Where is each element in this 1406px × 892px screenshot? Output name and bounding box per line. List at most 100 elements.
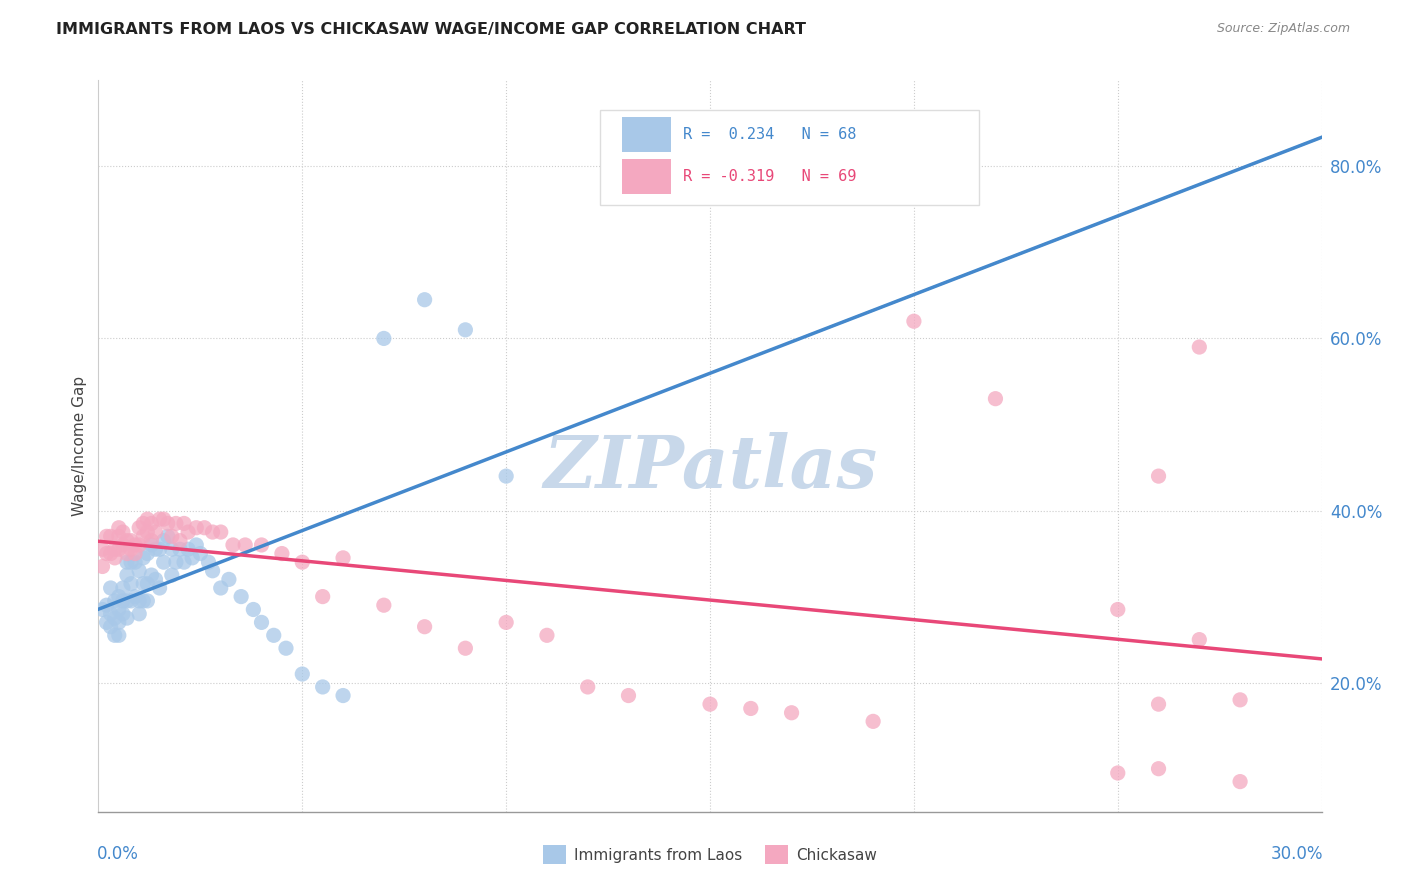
Point bbox=[149, 581, 172, 595]
Point bbox=[104, 594, 127, 608]
Point bbox=[263, 628, 285, 642]
Point bbox=[128, 521, 150, 535]
Point bbox=[233, 538, 256, 552]
Point bbox=[193, 521, 215, 535]
Point bbox=[136, 512, 159, 526]
Point bbox=[169, 533, 191, 548]
Point bbox=[108, 590, 131, 604]
Point bbox=[124, 547, 146, 561]
Point bbox=[1188, 632, 1211, 647]
Point bbox=[108, 529, 131, 543]
Point bbox=[165, 516, 187, 531]
Point bbox=[120, 555, 142, 569]
Point bbox=[242, 602, 264, 616]
Point bbox=[903, 314, 925, 328]
Point bbox=[132, 516, 155, 531]
Point bbox=[152, 533, 174, 548]
Point bbox=[91, 559, 114, 574]
Text: R = -0.319   N = 69: R = -0.319 N = 69 bbox=[683, 169, 856, 184]
Point bbox=[160, 568, 183, 582]
Point bbox=[222, 538, 245, 552]
Point bbox=[96, 547, 118, 561]
Point bbox=[699, 697, 721, 711]
Point bbox=[108, 521, 131, 535]
Point bbox=[115, 555, 138, 569]
FancyBboxPatch shape bbox=[600, 110, 979, 204]
Point bbox=[152, 512, 174, 526]
Point bbox=[536, 628, 558, 642]
Point bbox=[100, 547, 122, 561]
Point bbox=[141, 533, 163, 548]
Point bbox=[141, 538, 163, 552]
Point bbox=[145, 524, 167, 539]
Point bbox=[1188, 340, 1211, 354]
FancyBboxPatch shape bbox=[621, 159, 671, 194]
Point bbox=[96, 598, 118, 612]
Point bbox=[111, 538, 134, 552]
Point bbox=[291, 555, 314, 569]
Point bbox=[124, 538, 146, 552]
Point bbox=[152, 555, 174, 569]
Point bbox=[312, 680, 335, 694]
Point bbox=[1229, 774, 1251, 789]
Point bbox=[270, 547, 294, 561]
Point bbox=[201, 564, 224, 578]
Point bbox=[132, 529, 155, 543]
Point bbox=[124, 555, 146, 569]
Point bbox=[96, 529, 118, 543]
Point bbox=[132, 550, 155, 565]
Text: IMMIGRANTS FROM LAOS VS CHICKASAW WAGE/INCOME GAP CORRELATION CHART: IMMIGRANTS FROM LAOS VS CHICKASAW WAGE/I… bbox=[56, 22, 806, 37]
Point bbox=[128, 607, 150, 621]
Point bbox=[1147, 762, 1170, 776]
Point bbox=[231, 590, 253, 604]
Point bbox=[115, 611, 138, 625]
Point bbox=[91, 602, 114, 616]
Point bbox=[120, 576, 142, 591]
Point bbox=[173, 516, 195, 531]
Point bbox=[312, 590, 335, 604]
Point bbox=[177, 542, 200, 557]
Point bbox=[274, 641, 297, 656]
Point bbox=[115, 547, 138, 561]
Point bbox=[120, 542, 142, 557]
Point bbox=[454, 323, 477, 337]
Point bbox=[197, 555, 219, 569]
Point bbox=[108, 628, 131, 642]
Point bbox=[156, 516, 179, 531]
Point bbox=[780, 706, 803, 720]
Point bbox=[250, 538, 273, 552]
Point bbox=[145, 542, 167, 557]
Point bbox=[128, 564, 150, 578]
Point bbox=[108, 542, 131, 557]
Point bbox=[177, 524, 200, 539]
Point bbox=[141, 516, 163, 531]
Point bbox=[108, 602, 131, 616]
Point bbox=[576, 680, 599, 694]
Point bbox=[115, 533, 138, 548]
Y-axis label: Wage/Income Gap: Wage/Income Gap bbox=[72, 376, 87, 516]
Point bbox=[201, 524, 224, 539]
Point bbox=[181, 550, 204, 565]
Point bbox=[132, 594, 155, 608]
Point bbox=[413, 293, 436, 307]
Point bbox=[111, 594, 134, 608]
Point bbox=[111, 607, 134, 621]
Point bbox=[115, 594, 138, 608]
Point bbox=[156, 529, 179, 543]
Point bbox=[984, 392, 1007, 406]
Point bbox=[132, 576, 155, 591]
Point bbox=[136, 576, 159, 591]
Point bbox=[104, 611, 127, 625]
Point bbox=[104, 542, 127, 557]
Point bbox=[454, 641, 477, 656]
Point bbox=[100, 529, 122, 543]
Point bbox=[136, 594, 159, 608]
Point bbox=[120, 594, 142, 608]
Point bbox=[100, 607, 122, 621]
Text: R =  0.234   N = 68: R = 0.234 N = 68 bbox=[683, 127, 856, 142]
Point bbox=[136, 524, 159, 539]
Point bbox=[149, 542, 172, 557]
Point bbox=[373, 598, 395, 612]
Point bbox=[173, 555, 195, 569]
Point bbox=[128, 538, 150, 552]
